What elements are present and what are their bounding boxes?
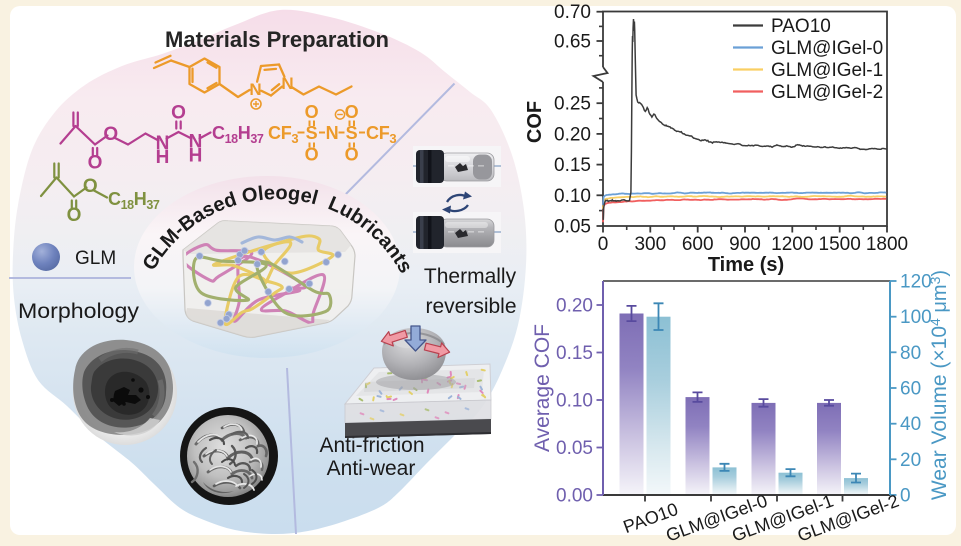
svg-text:0.20: 0.20 (556, 296, 593, 317)
svg-text:reversible: reversible (425, 295, 516, 318)
svg-text:Morphology: Morphology (18, 300, 140, 323)
svg-text:O: O (83, 176, 98, 197)
svg-text:O: O (67, 205, 82, 226)
svg-text:O: O (345, 145, 359, 165)
svg-text:80: 80 (900, 343, 921, 364)
svg-text:COF: COF (524, 101, 546, 143)
svg-text:S: S (306, 123, 318, 143)
svg-text:H: H (156, 147, 170, 168)
svg-text:0.10: 0.10 (554, 186, 591, 207)
svg-text:GLM@IGel-2: GLM@IGel-2 (771, 82, 883, 103)
svg-text:H: H (189, 146, 203, 167)
svg-text:Anti-friction: Anti-friction (319, 434, 424, 457)
svg-text:O: O (305, 102, 319, 122)
svg-text:40: 40 (900, 414, 921, 435)
svg-text:N: N (326, 123, 339, 143)
svg-text:Wear Volume (×104 μm3): Wear Volume (×104 μm3) (927, 270, 951, 500)
svg-text:O: O (103, 124, 118, 145)
svg-text:e: e (263, 182, 275, 205)
svg-text:GLM@IGel-0: GLM@IGel-0 (771, 38, 883, 59)
svg-text:O: O (305, 145, 319, 165)
svg-text:N: N (249, 80, 261, 99)
svg-text:O: O (345, 102, 359, 122)
svg-text:1200: 1200 (771, 234, 813, 255)
svg-text:Anti-wear: Anti-wear (327, 457, 416, 480)
svg-text:1800: 1800 (866, 234, 908, 255)
svg-text:e: e (299, 184, 314, 208)
svg-text:N: N (156, 133, 170, 154)
svg-text:Time (s): Time (s) (708, 254, 784, 276)
svg-text:0.65: 0.65 (554, 32, 591, 53)
svg-text:0.15: 0.15 (556, 343, 593, 364)
svg-text:l: l (257, 183, 265, 205)
svg-text:O: O (88, 153, 103, 174)
svg-text:0.15: 0.15 (554, 155, 591, 176)
svg-text:N: N (189, 132, 203, 153)
svg-text:300: 300 (634, 234, 666, 255)
svg-text:0: 0 (598, 234, 609, 255)
svg-text:900: 900 (729, 234, 761, 255)
svg-text:GLM@IGel-1: GLM@IGel-1 (771, 60, 883, 81)
svg-text:Thermally: Thermally (424, 265, 517, 288)
svg-text:0: 0 (900, 486, 911, 507)
svg-text:0.05: 0.05 (554, 217, 591, 238)
svg-text:Average COF: Average COF (531, 324, 554, 452)
svg-text:g: g (287, 182, 302, 205)
svg-text:100: 100 (900, 307, 932, 328)
svg-text:600: 600 (682, 234, 714, 255)
svg-text:0.20: 0.20 (554, 124, 591, 145)
svg-text:CF3: CF3 (268, 123, 298, 146)
svg-text:GLM: GLM (75, 248, 116, 269)
svg-text:60: 60 (900, 379, 921, 400)
svg-text:0.05: 0.05 (556, 438, 593, 459)
svg-text:120: 120 (900, 272, 932, 293)
svg-text:0.10: 0.10 (556, 391, 593, 412)
svg-text:20: 20 (900, 450, 921, 471)
svg-text:S: S (346, 123, 358, 143)
svg-text:1500: 1500 (819, 234, 861, 255)
svg-text:N: N (281, 74, 293, 93)
svg-text:0.00: 0.00 (556, 486, 593, 507)
svg-text:l: l (309, 187, 320, 210)
svg-text:0.25: 0.25 (554, 94, 591, 115)
svg-text:PAO10: PAO10 (771, 16, 831, 37)
svg-text:0.70: 0.70 (554, 2, 591, 23)
svg-text:CF3: CF3 (366, 123, 396, 146)
svg-text:O: O (171, 103, 186, 124)
svg-text:O: O (240, 183, 259, 207)
svg-text:o: o (275, 182, 288, 204)
svg-text:Materials Preparation: Materials Preparation (165, 27, 389, 52)
